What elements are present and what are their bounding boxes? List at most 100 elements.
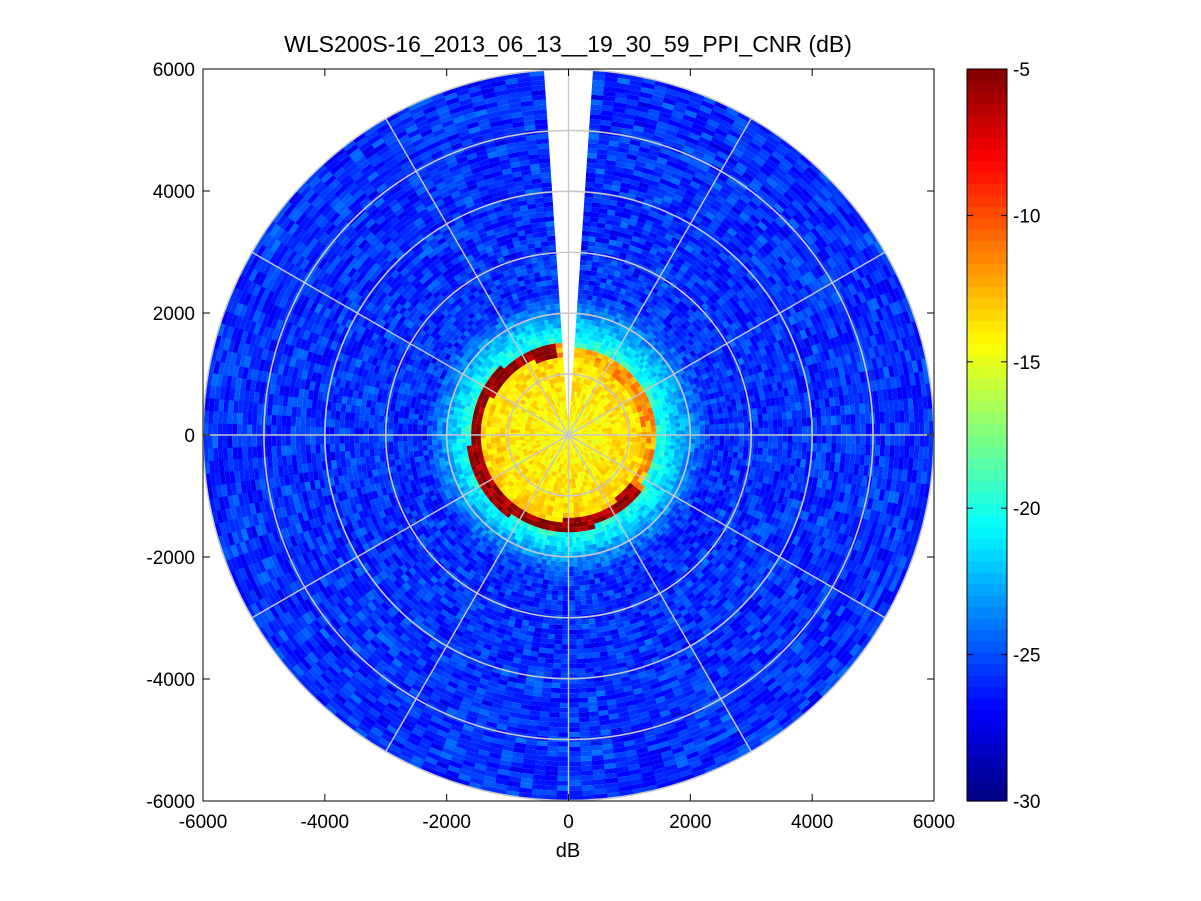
cnr-cell (560, 448, 564, 454)
cnr-cell (554, 402, 559, 409)
cnr-cell (522, 395, 529, 403)
cnr-cell (538, 449, 545, 455)
cnr-cell (534, 431, 540, 435)
cnr-cell (600, 454, 607, 460)
cnr-cell (551, 410, 556, 416)
cnr-cell (591, 464, 597, 471)
cnr-cell (475, 463, 483, 472)
cnr-cell (491, 464, 499, 472)
cnr-cell (605, 470, 613, 478)
cnr-cell (503, 454, 510, 461)
cnr-cell (491, 377, 500, 387)
cnr-cell (480, 400, 488, 409)
cnr-cell (511, 416, 518, 423)
cnr-cell (616, 439, 622, 445)
cnr-cell (500, 437, 506, 443)
cnr-cell (532, 456, 538, 463)
cnr-cell (634, 400, 641, 408)
cnr-cell (559, 436, 564, 439)
cnr-cell (546, 358, 554, 365)
cnr-cell (510, 424, 516, 430)
cnr-cell (573, 391, 578, 397)
cnr-cell (556, 425, 561, 430)
cnr-cell (546, 505, 554, 512)
cnr-cell (571, 454, 574, 460)
cnr-cell (596, 413, 603, 419)
cnr-cell (571, 473, 575, 479)
cnr-cell (571, 438, 575, 443)
cnr-cell (593, 408, 600, 415)
cnr-cell (557, 531, 562, 538)
cnr-cell (524, 454, 531, 460)
cnr-cell (520, 426, 526, 431)
cnr-cell (561, 527, 569, 533)
cnr-cell (591, 425, 597, 430)
cnr-cell (590, 452, 596, 458)
cnr-cell (600, 445, 606, 450)
cnr-cell (640, 497, 648, 504)
cnr-cell (621, 428, 627, 434)
cnr-cell (516, 446, 523, 452)
cnr-cell (485, 460, 492, 469)
cnr-cell (647, 467, 655, 476)
cnr-cell (553, 501, 560, 508)
cnr-cell (398, 440, 404, 448)
cnr-cell (529, 438, 535, 442)
cnr-cell (515, 405, 523, 412)
cnr-cell (642, 369, 650, 376)
cnr-cell (601, 402, 607, 409)
cnr-cell (496, 400, 503, 408)
cnr-cell (554, 526, 563, 533)
cnr-cell (561, 411, 565, 417)
cnr-cell (580, 416, 586, 422)
cnr-cell (576, 402, 581, 408)
cnr-cell (573, 595, 581, 601)
cnr-cell (617, 346, 623, 353)
cnr-cell (511, 509, 520, 518)
cnr-cell (619, 348, 626, 355)
cnr-cell (653, 450, 660, 458)
cnr-cell (539, 427, 545, 431)
cnr-cell (578, 444, 584, 450)
cnr-cell (617, 509, 626, 518)
cnr-cell (557, 507, 564, 513)
cnr-cell (473, 457, 481, 466)
cnr-cell (571, 381, 577, 387)
cnr-cell (533, 405, 540, 412)
cnr-cell (571, 427, 576, 432)
cnr-cell (522, 345, 532, 354)
cnr-cell (602, 390, 610, 397)
cnr-cell (581, 495, 588, 502)
cnr-cell (499, 493, 508, 502)
cnr-cell (561, 443, 565, 449)
cnr-cell (536, 445, 543, 451)
cnr-cell (658, 411, 665, 420)
cnr-cell (563, 498, 569, 504)
cnr-cell (551, 448, 557, 454)
cnr-cell (591, 366, 599, 373)
cnr-cell (590, 459, 596, 465)
cnr-cell (654, 477, 661, 484)
cnr-cell (482, 467, 490, 476)
cnr-cell (559, 417, 563, 423)
cnr-cell (549, 453, 555, 459)
cnr-cell (638, 398, 646, 406)
cnr-cell (539, 470, 546, 477)
cnr-cell (481, 419, 487, 427)
cnr-cell (550, 470, 556, 477)
cnr-cell (625, 404, 632, 412)
cnr-cell (614, 418, 621, 424)
cnr-cell (552, 460, 557, 467)
cnr-cell (512, 451, 519, 458)
cnr-cell (576, 425, 581, 430)
cnr-cell (575, 440, 581, 445)
cnr-cell (576, 452, 580, 458)
cnr-cell (665, 441, 671, 446)
cnr-cell (527, 354, 536, 362)
cnr-cell (592, 431, 598, 435)
cnr-cell (540, 442, 546, 447)
cnr-cell (573, 448, 577, 454)
cnr-cell (532, 399, 539, 406)
cnr-cell (554, 367, 560, 374)
cnr-cell (505, 355, 515, 365)
